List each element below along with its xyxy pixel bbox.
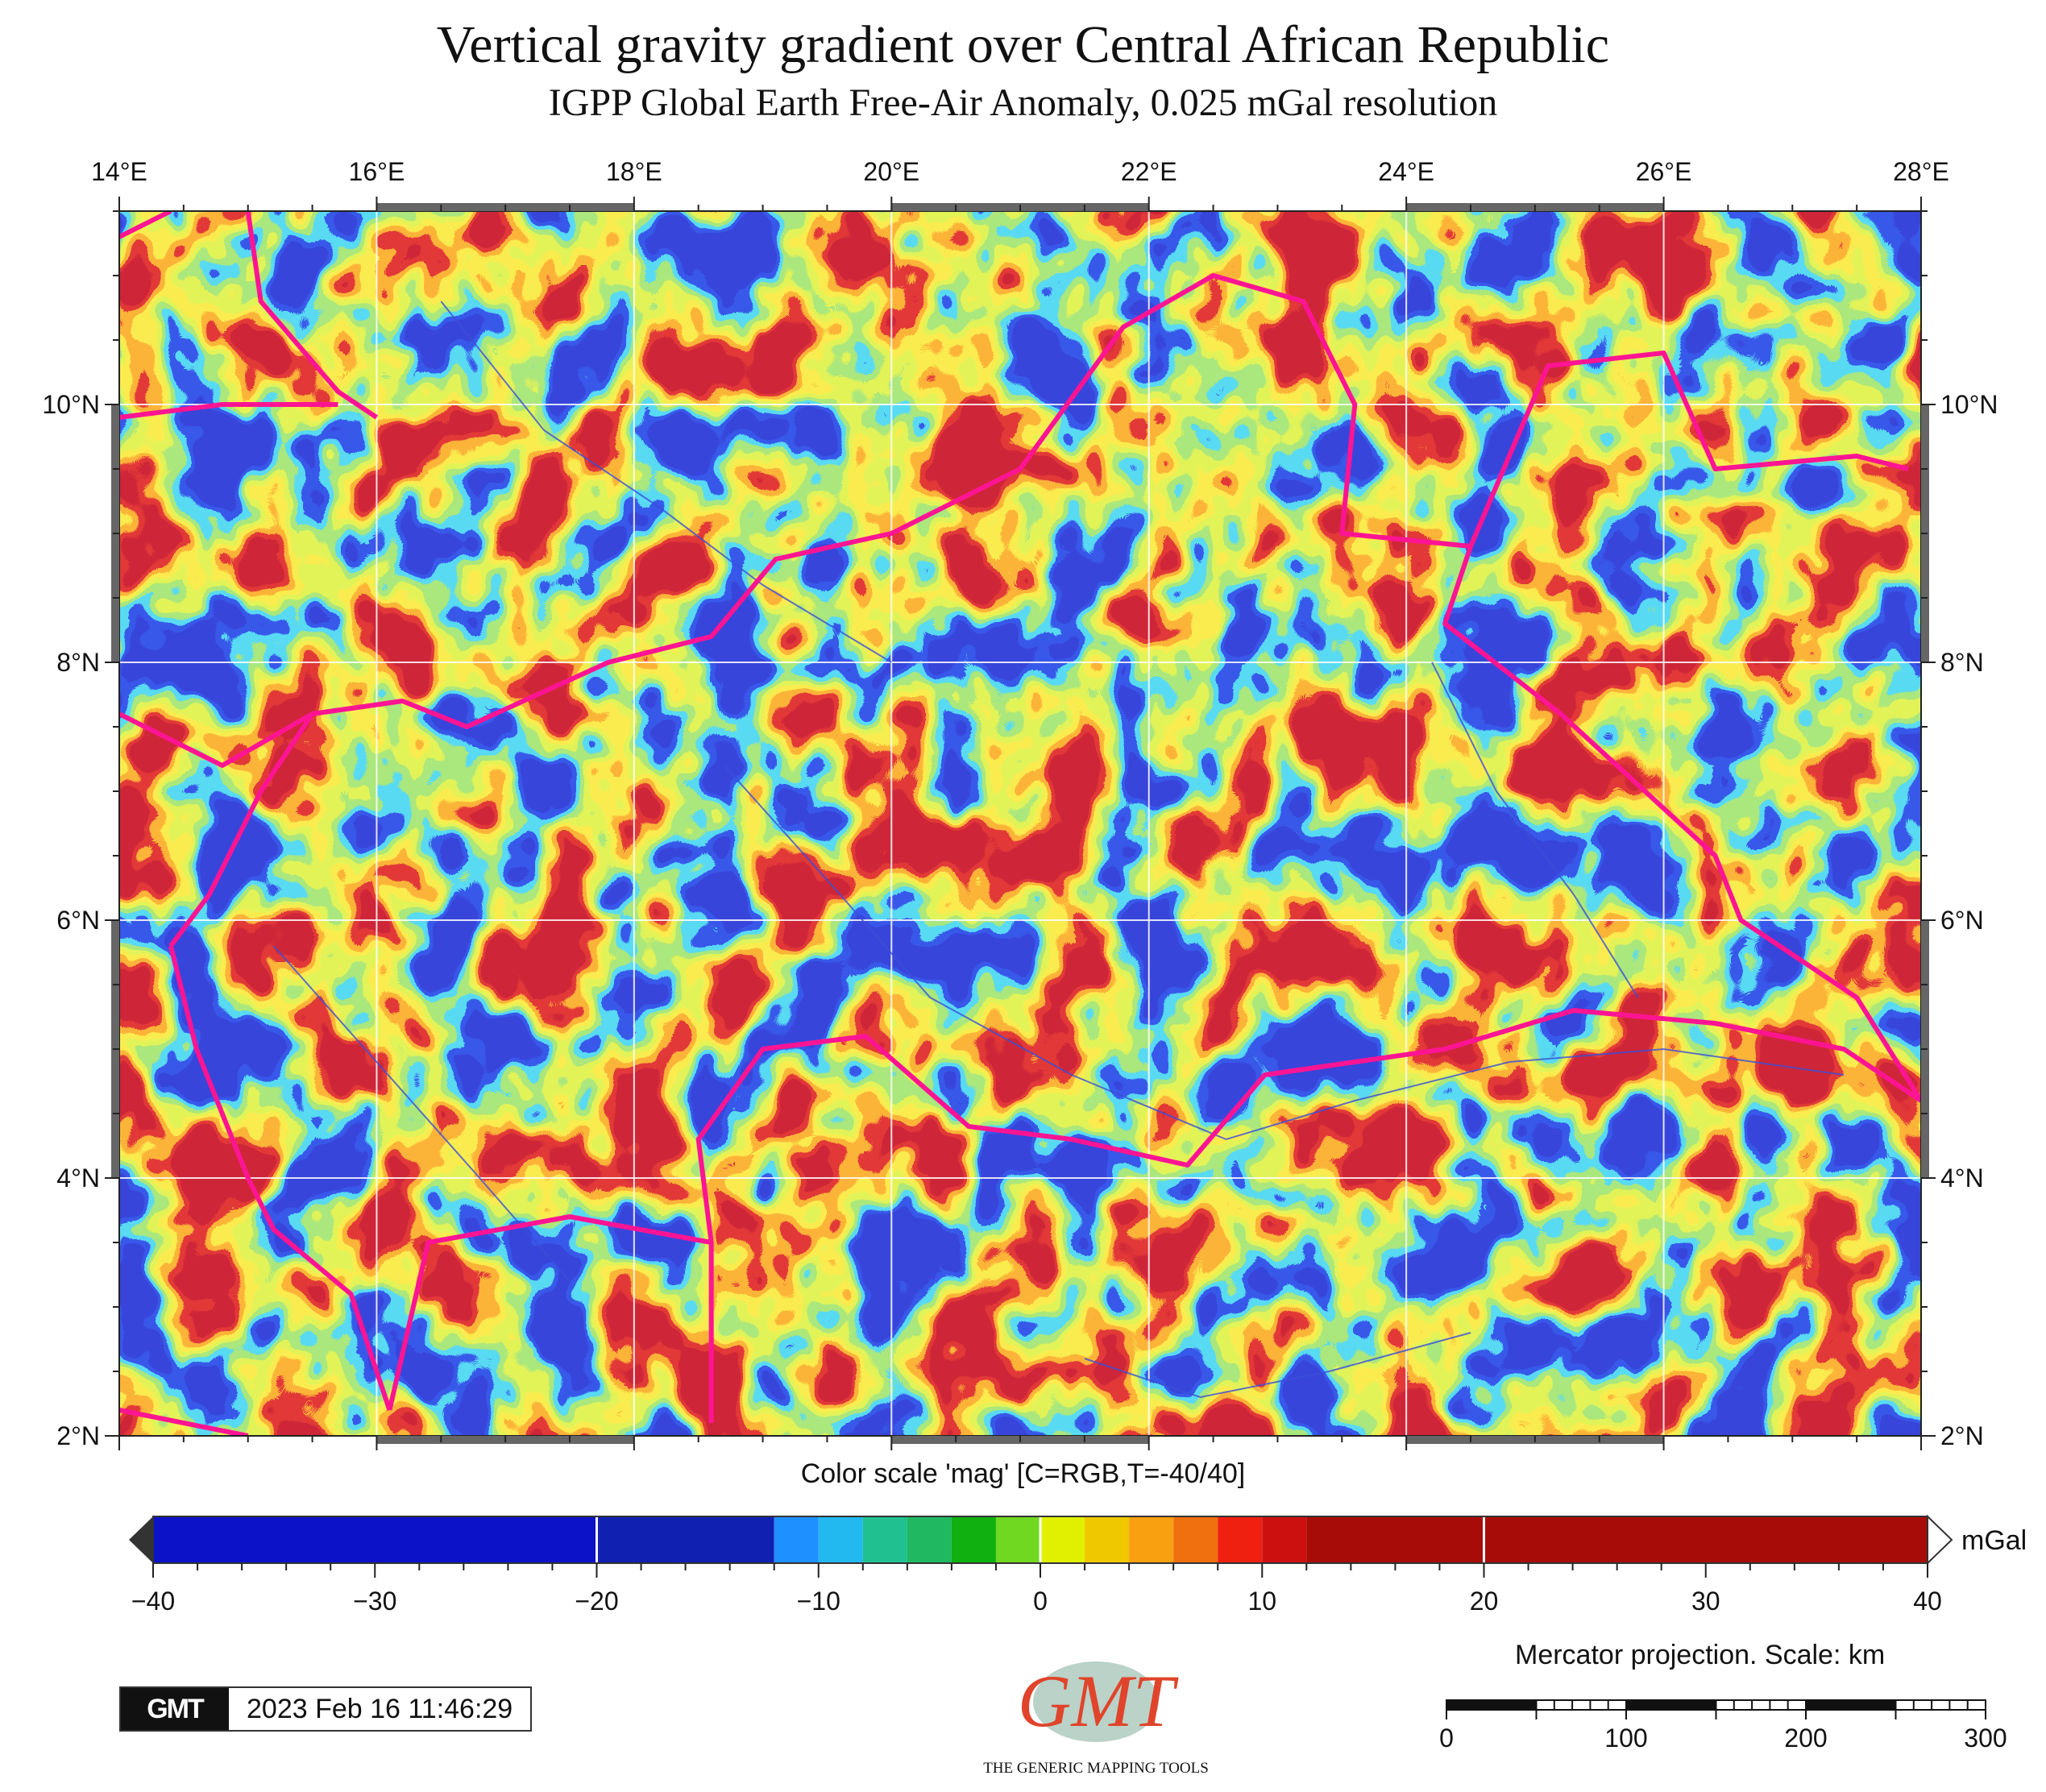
timestamp-stamp: GMT 2023 Feb 16 11:46:29 <box>119 1686 533 1732</box>
colorbar-segment-12 <box>1218 1516 1263 1563</box>
gmt-logo: GMT THE GENERIC MAPPING TOOLS <box>983 1660 1209 1777</box>
colorbar-segment-14 <box>1306 1516 1928 1563</box>
colorbar: −40 −30 −20 −10 0 10 20 30 40 <box>129 1514 1953 1616</box>
colorbar-segment-3 <box>818 1516 863 1563</box>
border-line-2 <box>168 945 392 1411</box>
scale-bar-segment-3 <box>1715 1699 1807 1711</box>
border-line-9 <box>168 712 315 948</box>
scale-bar-label-3: 300 <box>1964 1724 2007 1753</box>
lat-tick-label-right-4: 2°N <box>1940 1421 1984 1450</box>
scale-bar-label-0: 0 <box>1439 1724 1454 1753</box>
river-line-3 <box>272 945 571 1282</box>
lat-tick-label-left-4: 2°N <box>56 1421 100 1450</box>
lon-tick-label-2: 18°E <box>606 157 662 186</box>
lon-tick-label-7: 28°E <box>1893 157 1949 186</box>
river-line-2 <box>1226 1047 1845 1140</box>
scale-bar-label-1: 100 <box>1604 1724 1647 1753</box>
lat-tick-label-right-0: 10°N <box>1940 390 1998 419</box>
scale-bar-title: Mercator projection. Scale: km <box>1515 1640 1886 1670</box>
lat-tick-label-left-3: 4°N <box>56 1164 100 1193</box>
colorbar-segment-0 <box>153 1516 597 1563</box>
colorbar-tick-label-7: 30 <box>1691 1587 1720 1616</box>
river-line-4 <box>1084 1332 1471 1399</box>
scale-bar-label-2: 200 <box>1784 1724 1827 1753</box>
border-line-7 <box>119 211 172 239</box>
lon-tick-label-3: 20°E <box>863 157 919 186</box>
lat-tick-label-left-2: 6°N <box>56 906 100 935</box>
border-line-8 <box>119 1408 249 1436</box>
colorbar-tick-label-5: 10 <box>1247 1587 1276 1616</box>
map-subtitle: IGPP Global Earth Free-Air Anomaly, 0.02… <box>548 81 1498 124</box>
scale-bar-segment-4 <box>1805 1699 1897 1711</box>
colorbar-segment-10 <box>1129 1516 1174 1563</box>
lat-tick-label-right-2: 6°N <box>1940 906 1984 935</box>
colorbar-segment-1 <box>596 1516 774 1563</box>
gravity-grid-image <box>119 211 1921 1436</box>
lat-tick-label-right-3: 4°N <box>1940 1164 1984 1193</box>
axis-labels: 14°E 16°E 18°E 20°E 22°E 24°E 26°E 28°E 10°N 10°N… <box>43 157 1998 1450</box>
colorbar-segment-11 <box>1173 1516 1218 1563</box>
lon-tick-label-6: 26°E <box>1636 157 1692 186</box>
border-line-4 <box>695 1008 1921 1243</box>
colorbar-tick-label-2: −20 <box>575 1587 618 1616</box>
globe-icon <box>1033 1661 1159 1742</box>
river-line-5 <box>1431 662 1639 998</box>
colorbar-segment-5 <box>907 1516 952 1563</box>
scale-bar: 0 100 200 300 <box>1439 1699 2007 1753</box>
colorbar-tick-label-3: −10 <box>797 1587 840 1616</box>
lat-tick-label-right-1: 8°N <box>1940 648 1984 677</box>
gmt-logo-text: GMT <box>1018 1660 1179 1742</box>
map-title: Vertical gravity gradient over Central A… <box>436 15 1610 74</box>
map-frame <box>105 197 1936 1450</box>
river-line-0 <box>440 301 892 663</box>
colorbar-segment-2 <box>774 1516 819 1563</box>
colorbar-tick-label-8: 40 <box>1913 1587 1942 1616</box>
colorbar-unit: mGal <box>1961 1525 2027 1556</box>
colorbar-underflow-triangle <box>129 1516 153 1563</box>
scale-bar-segment-0 <box>1446 1699 1538 1711</box>
colorbar-segment-4 <box>862 1516 907 1563</box>
colorbar-segment-7 <box>995 1516 1040 1563</box>
colorbar-segment-13 <box>1262 1516 1307 1563</box>
river-lines <box>272 301 1845 1399</box>
lon-tick-label-1: 16°E <box>349 157 405 186</box>
scale-bar-segment-5 <box>1895 1699 1986 1711</box>
border-line-6 <box>119 402 338 420</box>
colorbar-segment-9 <box>1085 1516 1130 1563</box>
stamp-date: 2023 Feb 16 11:46:29 <box>229 1688 531 1730</box>
lon-tick-label-0: 14°E <box>91 157 147 186</box>
border-line-1 <box>1442 545 1921 1102</box>
colorbar-tick-label-1: −30 <box>353 1587 396 1616</box>
colorbar-tick-label-0: −40 <box>131 1587 175 1616</box>
stamp-logo: GMT <box>121 1688 229 1730</box>
colorbar-segment-8 <box>1040 1516 1085 1563</box>
river-line-1 <box>723 765 1226 1140</box>
colorbar-overflow-triangle <box>1927 1514 1953 1566</box>
border-line-0 <box>119 273 1909 768</box>
lat-tick-label-left-0: 10°N <box>43 390 101 419</box>
colorbar-segment-6 <box>951 1516 996 1563</box>
scale-bar-segment-2 <box>1625 1699 1717 1711</box>
scale-bar-segment-1 <box>1535 1699 1627 1711</box>
national-borders <box>119 211 1921 1436</box>
lon-tick-label-4: 22°E <box>1121 157 1177 186</box>
border-line-3 <box>387 1214 714 1423</box>
border-line-5 <box>245 211 379 420</box>
lon-tick-label-5: 24°E <box>1378 157 1434 186</box>
colorbar-title: Color scale 'mag' [C=RGB,T=-40/40] <box>800 1458 1246 1489</box>
gmt-tagline: THE GENERIC MAPPING TOOLS <box>983 1760 1209 1777</box>
colorbar-tick-label-6: 20 <box>1470 1587 1499 1616</box>
colorbar-tick-label-4: 0 <box>1033 1587 1048 1616</box>
lat-tick-label-left-1: 8°N <box>56 648 100 677</box>
